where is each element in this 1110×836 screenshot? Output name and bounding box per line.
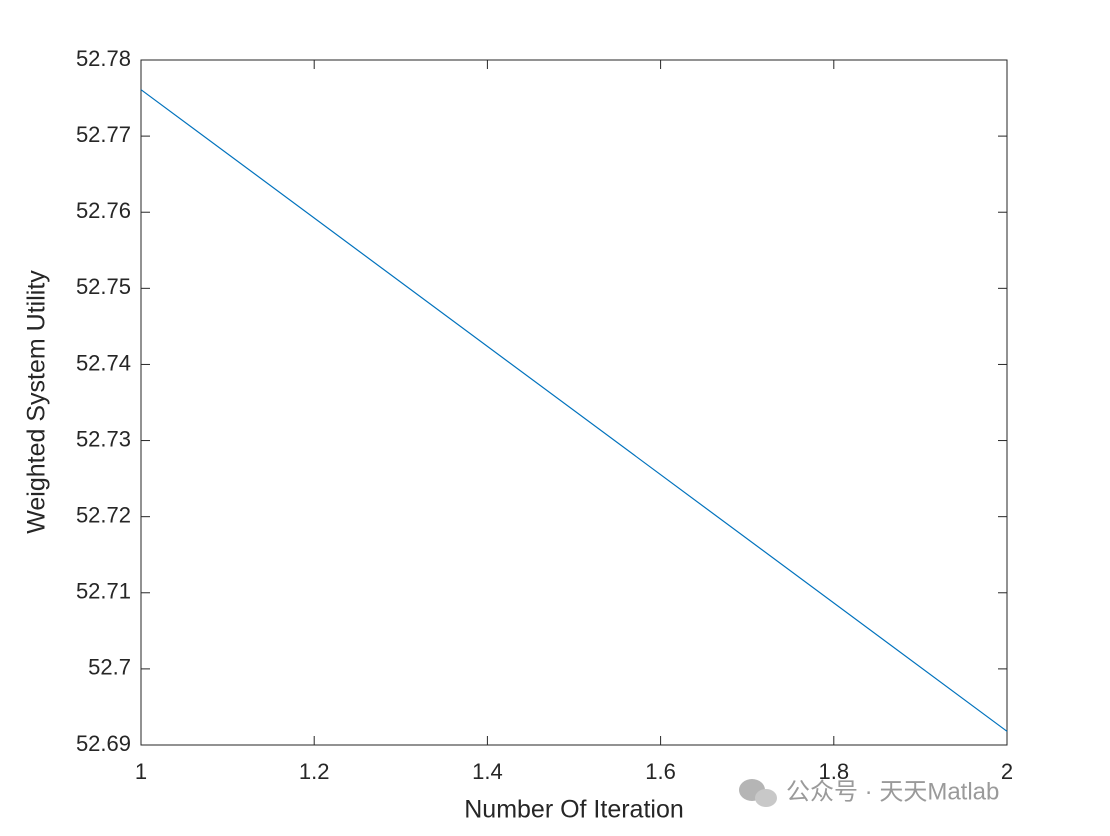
y-tick-label: 52.76	[76, 198, 131, 223]
x-tick-label: 1.2	[299, 759, 330, 784]
watermark: 公众号 · 天天Matlab	[786, 778, 999, 805]
y-tick-label: 52.74	[76, 350, 131, 375]
x-tick-label: 1.4	[472, 759, 503, 784]
x-tick-label: 1	[135, 759, 147, 784]
watermark-icon	[739, 779, 777, 807]
x-tick-label: 1.8	[819, 759, 850, 784]
y-axis-label: Weighted System Utility	[23, 270, 51, 534]
plot-frame	[140, 59, 1008, 746]
x-tick-label: 1.6	[645, 759, 676, 784]
x-axis-label: Number Of Iteration	[464, 796, 684, 824]
y-tick-label: 52.69	[76, 731, 131, 756]
y-tick-label: 52.77	[76, 122, 131, 147]
y-tick-label: 52.7	[88, 655, 131, 680]
y-tick-label: 52.75	[76, 274, 131, 299]
y-tick-label: 52.72	[76, 502, 131, 527]
y-tick-label: 52.71	[76, 579, 131, 604]
y-tick-label: 52.78	[76, 46, 131, 71]
y-tick-label: 52.73	[76, 426, 131, 451]
x-tick-label: 2	[1001, 759, 1013, 784]
line	[140, 89, 1008, 732]
